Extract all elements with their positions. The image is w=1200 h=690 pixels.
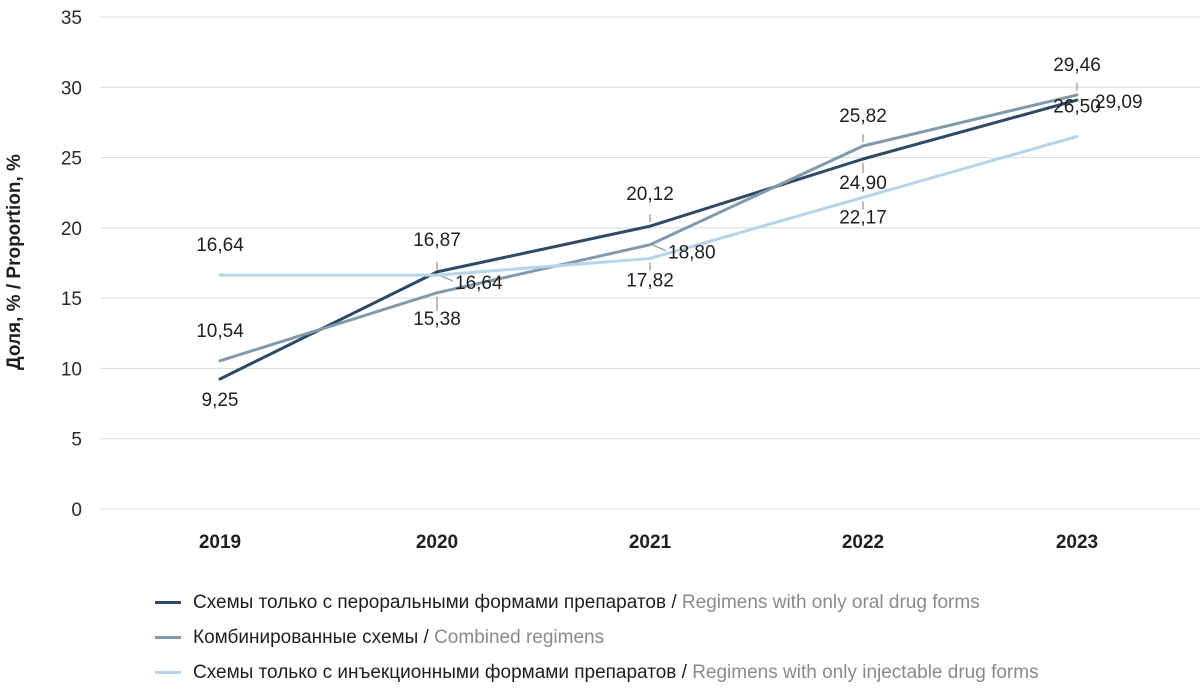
legend-swatch-oral [155,601,181,604]
y-tick-label: 20 [61,219,82,240]
legend-label-oral-en: Regimens with only oral drug forms [681,591,980,613]
line-chart: 0 5 10 15 20 25 30 35 2019 2020 2021 2022 2023 Доля… [4,8,1200,553]
data-label: 29,46 [1053,55,1101,76]
x-axis-ticks: 2019 2020 2021 2022 2023 [199,532,1098,553]
y-tick-label: 5 [71,430,82,451]
legend-separator: / [666,591,682,613]
data-label: 18,80 [668,243,716,264]
legend-label-combined-en: Combined regimens [434,626,605,648]
data-label: 9,25 [202,390,239,411]
y-tick-label: 0 [71,500,82,521]
series-line-1 [218,93,1079,363]
y-tick-label: 10 [61,359,82,380]
data-label: 25,82 [839,106,887,127]
data-label: 16,64 [455,273,503,294]
x-tick-label: 2021 [629,532,672,553]
leader-line [651,244,667,252]
series-line-0 [218,98,1079,381]
legend: Схемы только с пероральными формами преп… [155,585,1039,690]
data-label: 20,12 [626,184,674,205]
legend-label-injectable-en: Regimens with only injectable drug forms [692,661,1039,683]
data-label: 26,50 [1053,96,1101,117]
label-leader-lines [436,82,1078,311]
legend-label-combined: Комбинированные схемы [193,626,419,648]
y-tick-label: 15 [61,289,82,310]
y-axis-ticks: 0 5 10 15 20 25 30 35 [61,8,82,521]
x-tick-label: 2020 [416,532,458,553]
data-label: 29,09 [1095,92,1143,113]
legend-label-injectable: Схемы только с инъекционными формами пре… [193,661,677,683]
y-tick-label: 30 [61,78,82,99]
legend-item-oral: Схемы только с пероральными формами преп… [155,585,1039,620]
data-label: 16,64 [196,235,244,256]
x-tick-label: 2019 [199,532,241,553]
series-line-2 [218,135,1079,277]
legend-swatch-injectable [155,671,181,674]
series-lines [218,93,1079,381]
y-tick-label: 35 [61,8,82,29]
y-axis-label: Доля, % / Proportion, % [4,154,25,370]
data-label: 15,38 [413,309,461,330]
legend-separator: / [676,661,693,683]
data-label: 17,82 [626,271,674,292]
data-labels: 9,25 16,87 20,12 24,90 29,09 10,54 15,38 18,80 2… [196,55,1142,411]
x-tick-label: 2023 [1056,532,1098,553]
y-tick-label: 25 [61,149,82,170]
legend-separator: / [418,626,435,648]
grid-lines [100,16,1200,510]
legend-item-combined: Комбинированные схемы / Combined regimen… [155,620,1039,655]
data-label: 24,90 [839,173,887,194]
x-tick-label: 2022 [842,532,884,553]
data-label: 22,17 [839,207,887,228]
legend-swatch-combined [155,636,181,639]
data-label: 16,87 [413,230,461,251]
data-label: 10,54 [196,321,244,342]
legend-item-injectable: Схемы только с инъекционными формами пре… [155,655,1039,690]
legend-label-oral: Схемы только с пероральными формами преп… [193,591,667,613]
